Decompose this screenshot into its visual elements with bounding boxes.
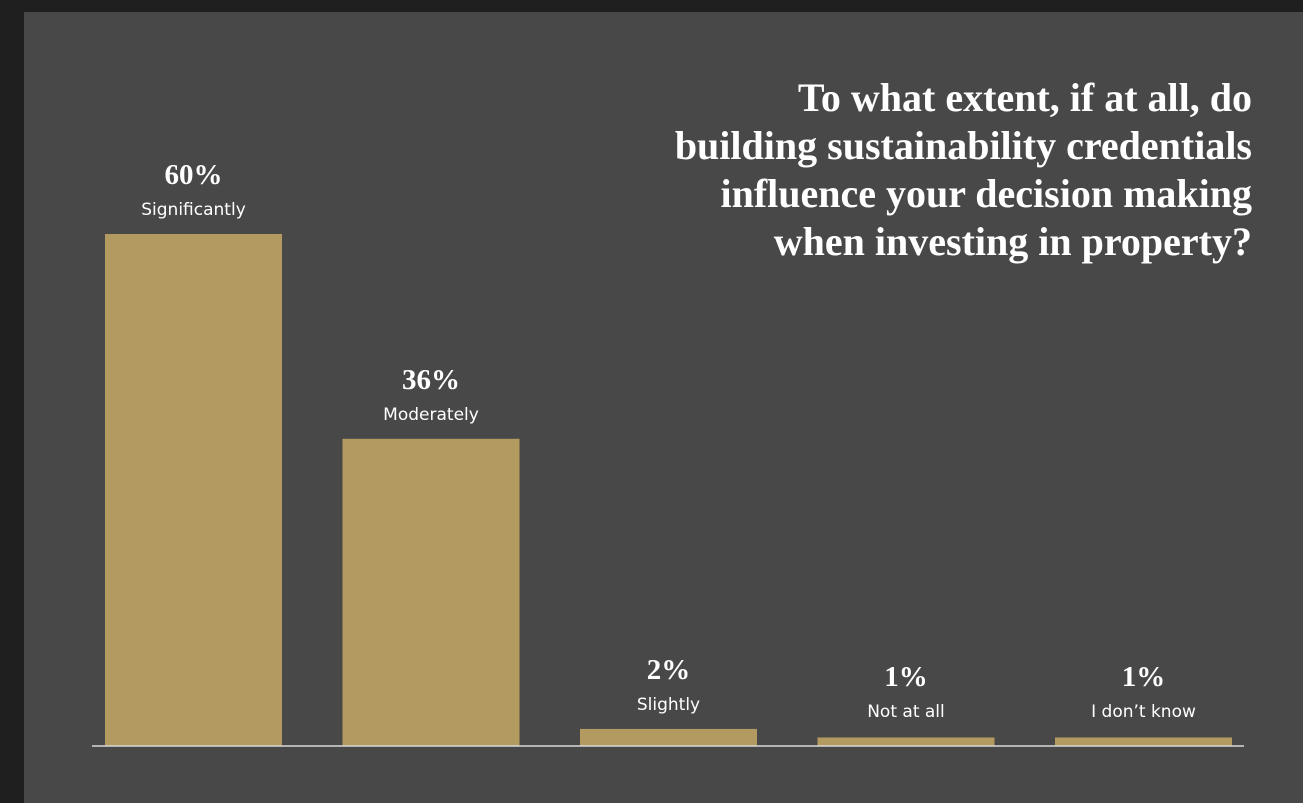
bar-slightly bbox=[580, 728, 757, 746]
chart-title-line: To what extent, if at all, do bbox=[798, 75, 1252, 120]
bar-not-at-all bbox=[817, 737, 995, 746]
category-label: Not at all bbox=[867, 702, 945, 722]
chart-title-line: when investing in property? bbox=[774, 219, 1252, 264]
value-label: 2% bbox=[647, 654, 691, 686]
value-label: 36% bbox=[402, 364, 460, 396]
chart-title-line: influence your decision making bbox=[720, 171, 1252, 216]
bar-moderately bbox=[342, 438, 520, 746]
category-label: Slightly bbox=[637, 695, 700, 715]
value-label: 1% bbox=[1122, 661, 1166, 693]
value-label: 1% bbox=[884, 661, 928, 693]
bars bbox=[105, 234, 1232, 746]
bar-i-don-t-know bbox=[1055, 737, 1232, 746]
category-label: Significantly bbox=[141, 200, 246, 220]
category-label: Moderately bbox=[383, 405, 479, 425]
bar-labels: 60% Significantly 36% Moderately 2% Slightly 1… bbox=[141, 159, 1196, 722]
value-label: 60% bbox=[165, 159, 223, 191]
bar-significantly bbox=[105, 234, 282, 746]
chart-title-line: building sustainability credentials bbox=[675, 123, 1252, 168]
category-label: I don’t know bbox=[1091, 702, 1196, 722]
